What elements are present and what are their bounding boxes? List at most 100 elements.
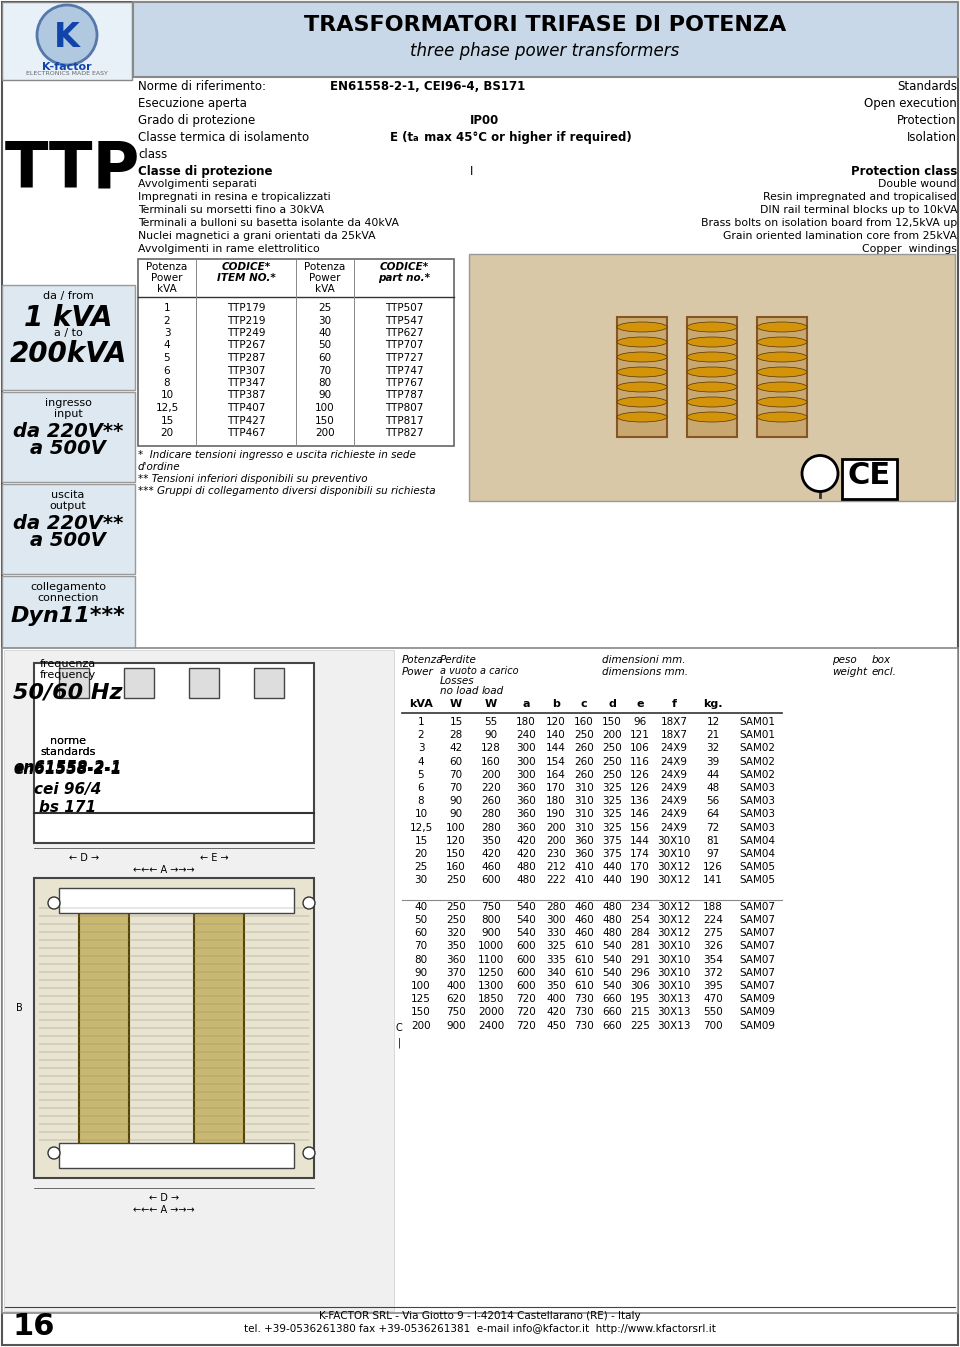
Text: 1250: 1250 xyxy=(478,967,504,978)
Text: 126: 126 xyxy=(630,769,650,780)
Text: 200: 200 xyxy=(546,835,565,846)
Text: TTP219: TTP219 xyxy=(227,315,265,326)
Text: TTP817: TTP817 xyxy=(385,415,423,426)
Text: 375: 375 xyxy=(602,835,622,846)
Text: ingresso: ingresso xyxy=(44,397,91,408)
Text: ITEM NO.*: ITEM NO.* xyxy=(217,273,276,283)
Text: 97: 97 xyxy=(707,849,720,859)
Text: bs 171: bs 171 xyxy=(39,800,97,815)
Text: TTP347: TTP347 xyxy=(227,379,265,388)
Text: SAM03: SAM03 xyxy=(739,810,775,819)
Bar xyxy=(59,1144,294,1168)
Text: 5: 5 xyxy=(418,769,424,780)
Text: 540: 540 xyxy=(602,942,622,951)
Text: tel. +39-0536261380 fax +39-0536261381  e-mail info@kfactor.it  http://www.kfact: tel. +39-0536261380 fax +39-0536261381 e… xyxy=(244,1324,716,1334)
Ellipse shape xyxy=(617,412,667,422)
Text: 195: 195 xyxy=(630,994,650,1005)
Text: 200: 200 xyxy=(546,823,565,832)
Text: kVA: kVA xyxy=(409,699,433,709)
Text: frequenza: frequenza xyxy=(40,659,96,669)
Text: Perdite: Perdite xyxy=(440,655,477,665)
Text: 480: 480 xyxy=(602,901,622,912)
Text: 250: 250 xyxy=(602,769,622,780)
Text: 72: 72 xyxy=(707,823,720,832)
Text: 30X10: 30X10 xyxy=(658,835,690,846)
Text: 100: 100 xyxy=(411,981,431,991)
Text: CODICE*: CODICE* xyxy=(222,263,271,272)
Ellipse shape xyxy=(757,352,807,362)
Text: 260: 260 xyxy=(574,744,594,753)
Text: 60: 60 xyxy=(415,928,427,939)
Text: 420: 420 xyxy=(481,849,501,859)
Text: 48: 48 xyxy=(707,783,720,793)
Text: 18X7: 18X7 xyxy=(660,730,687,741)
Ellipse shape xyxy=(617,383,667,392)
Text: 440: 440 xyxy=(602,862,622,873)
Text: 30X12: 30X12 xyxy=(658,862,691,873)
Ellipse shape xyxy=(617,397,667,407)
Text: 375: 375 xyxy=(602,849,622,859)
Text: kVA: kVA xyxy=(315,284,335,294)
Text: da 220V**: da 220V** xyxy=(12,515,123,533)
Ellipse shape xyxy=(687,352,737,362)
Text: Protection: Protection xyxy=(898,114,957,127)
Text: 400: 400 xyxy=(546,994,565,1005)
Text: 190: 190 xyxy=(630,876,650,885)
Text: K-FACTOR SRL - Via Giotto 9 - I-42014 Castellarano (RE) - Italy: K-FACTOR SRL - Via Giotto 9 - I-42014 Ca… xyxy=(319,1311,641,1321)
Bar xyxy=(687,317,737,436)
Text: TTP287: TTP287 xyxy=(227,353,265,362)
Text: 480: 480 xyxy=(516,862,536,873)
Text: 410: 410 xyxy=(574,876,594,885)
Text: W: W xyxy=(485,699,497,709)
Text: Norme di riferimento:: Norme di riferimento: xyxy=(138,79,266,93)
Text: TTP787: TTP787 xyxy=(385,391,423,400)
Text: connection: connection xyxy=(37,593,99,603)
Text: 275: 275 xyxy=(703,928,723,939)
Bar xyxy=(124,668,154,698)
Text: 40: 40 xyxy=(319,329,331,338)
Text: 325: 325 xyxy=(602,823,622,832)
Text: 325: 325 xyxy=(602,810,622,819)
Text: 600: 600 xyxy=(516,955,536,964)
Text: Classe di protezione: Classe di protezione xyxy=(138,164,273,178)
Text: three phase power transformers: three phase power transformers xyxy=(410,42,680,61)
Text: 325: 325 xyxy=(602,796,622,807)
Text: SAM07: SAM07 xyxy=(739,942,775,951)
Text: EN61558-2-1, CEI96-4, BS171: EN61558-2-1, CEI96-4, BS171 xyxy=(330,79,525,93)
Bar xyxy=(34,663,314,843)
Text: c: c xyxy=(581,699,588,709)
Text: Grado di protezione: Grado di protezione xyxy=(138,114,255,127)
Text: 800: 800 xyxy=(481,915,501,925)
Text: da / from: da / from xyxy=(42,291,93,300)
Text: 480: 480 xyxy=(516,876,536,885)
Text: 70: 70 xyxy=(449,769,463,780)
Text: SAM02: SAM02 xyxy=(739,757,775,766)
Text: DIN rail terminal blocks up to 10kVA: DIN rail terminal blocks up to 10kVA xyxy=(759,205,957,216)
Text: 325: 325 xyxy=(602,783,622,793)
Text: Brass bolts on isolation board from 12,5kVA up: Brass bolts on isolation board from 12,5… xyxy=(701,218,957,228)
Text: 700: 700 xyxy=(703,1021,723,1030)
Text: 15: 15 xyxy=(449,717,463,727)
Text: 470: 470 xyxy=(703,994,723,1005)
Text: 460: 460 xyxy=(481,862,501,873)
Text: 120: 120 xyxy=(546,717,565,727)
Text: 2: 2 xyxy=(418,730,424,741)
Text: 24X9: 24X9 xyxy=(660,823,687,832)
Text: TTP407: TTP407 xyxy=(227,403,265,414)
Text: output: output xyxy=(50,501,86,511)
Text: SAM02: SAM02 xyxy=(739,744,775,753)
Text: a: a xyxy=(413,133,419,143)
Text: |: | xyxy=(397,1037,400,1048)
Text: 260: 260 xyxy=(481,796,501,807)
Text: 144: 144 xyxy=(546,744,566,753)
Text: Losses: Losses xyxy=(440,676,474,686)
Text: 250: 250 xyxy=(602,744,622,753)
Text: SAM05: SAM05 xyxy=(739,876,775,885)
Text: kVA: kVA xyxy=(157,284,177,294)
Text: 254: 254 xyxy=(630,915,650,925)
Text: 540: 540 xyxy=(516,901,536,912)
Text: TRASFORMATORI TRIFASE DI POTENZA: TRASFORMATORI TRIFASE DI POTENZA xyxy=(304,15,786,35)
Text: da 220V**: da 220V** xyxy=(12,422,123,440)
Text: B: B xyxy=(15,1004,22,1013)
Text: 24X9: 24X9 xyxy=(660,783,687,793)
